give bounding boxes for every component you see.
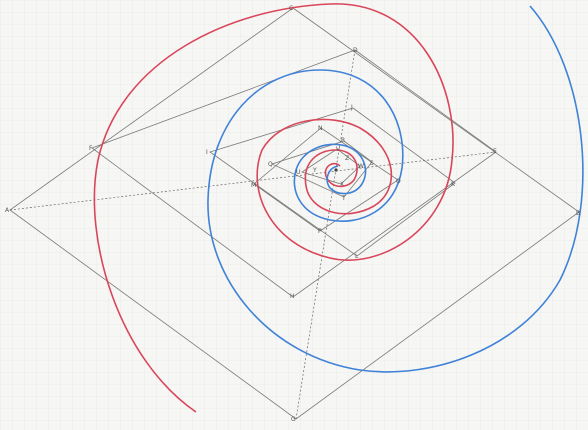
label-R: R xyxy=(341,137,345,144)
label-N: N xyxy=(318,125,323,132)
label-Y: Y xyxy=(312,167,317,174)
label-C: C xyxy=(289,5,293,12)
label-Q: Q xyxy=(268,161,273,168)
label-E: E xyxy=(493,148,497,155)
label-D: D xyxy=(353,47,358,54)
label-I: I xyxy=(206,149,208,156)
label-B: B xyxy=(576,210,580,217)
label-U: U xyxy=(296,169,300,176)
dotted-diagonal-1 xyxy=(9,151,497,211)
label-K: K xyxy=(451,181,456,188)
rhombus-3 xyxy=(209,107,456,257)
label-O: O xyxy=(396,178,401,185)
construction-lines xyxy=(9,49,497,420)
label-S: S xyxy=(370,160,374,167)
label-J: J xyxy=(350,104,353,111)
rhombus-6 xyxy=(301,148,361,185)
rhombus-2 xyxy=(91,49,497,298)
point-labels: A B C D E F G H I J K L M N O P Q R S T … xyxy=(5,5,580,423)
label-L: L xyxy=(355,253,359,260)
label-A: A xyxy=(5,207,10,214)
blue-spiral xyxy=(207,5,584,373)
label-V: V xyxy=(336,146,341,153)
rhombus-4 xyxy=(253,127,399,232)
label-P: P xyxy=(318,228,322,235)
label-T: T xyxy=(341,195,346,202)
label-W: W xyxy=(358,163,364,170)
rhombus-5 xyxy=(270,140,373,198)
label-H: H xyxy=(290,293,295,300)
label-X: X xyxy=(340,181,344,188)
label-G: G xyxy=(291,416,296,423)
label-F: F xyxy=(89,145,93,152)
label-Z: Z xyxy=(345,155,349,162)
spiral-center-point xyxy=(334,168,338,172)
red-spiral xyxy=(93,3,454,413)
label-M: M xyxy=(251,182,256,189)
